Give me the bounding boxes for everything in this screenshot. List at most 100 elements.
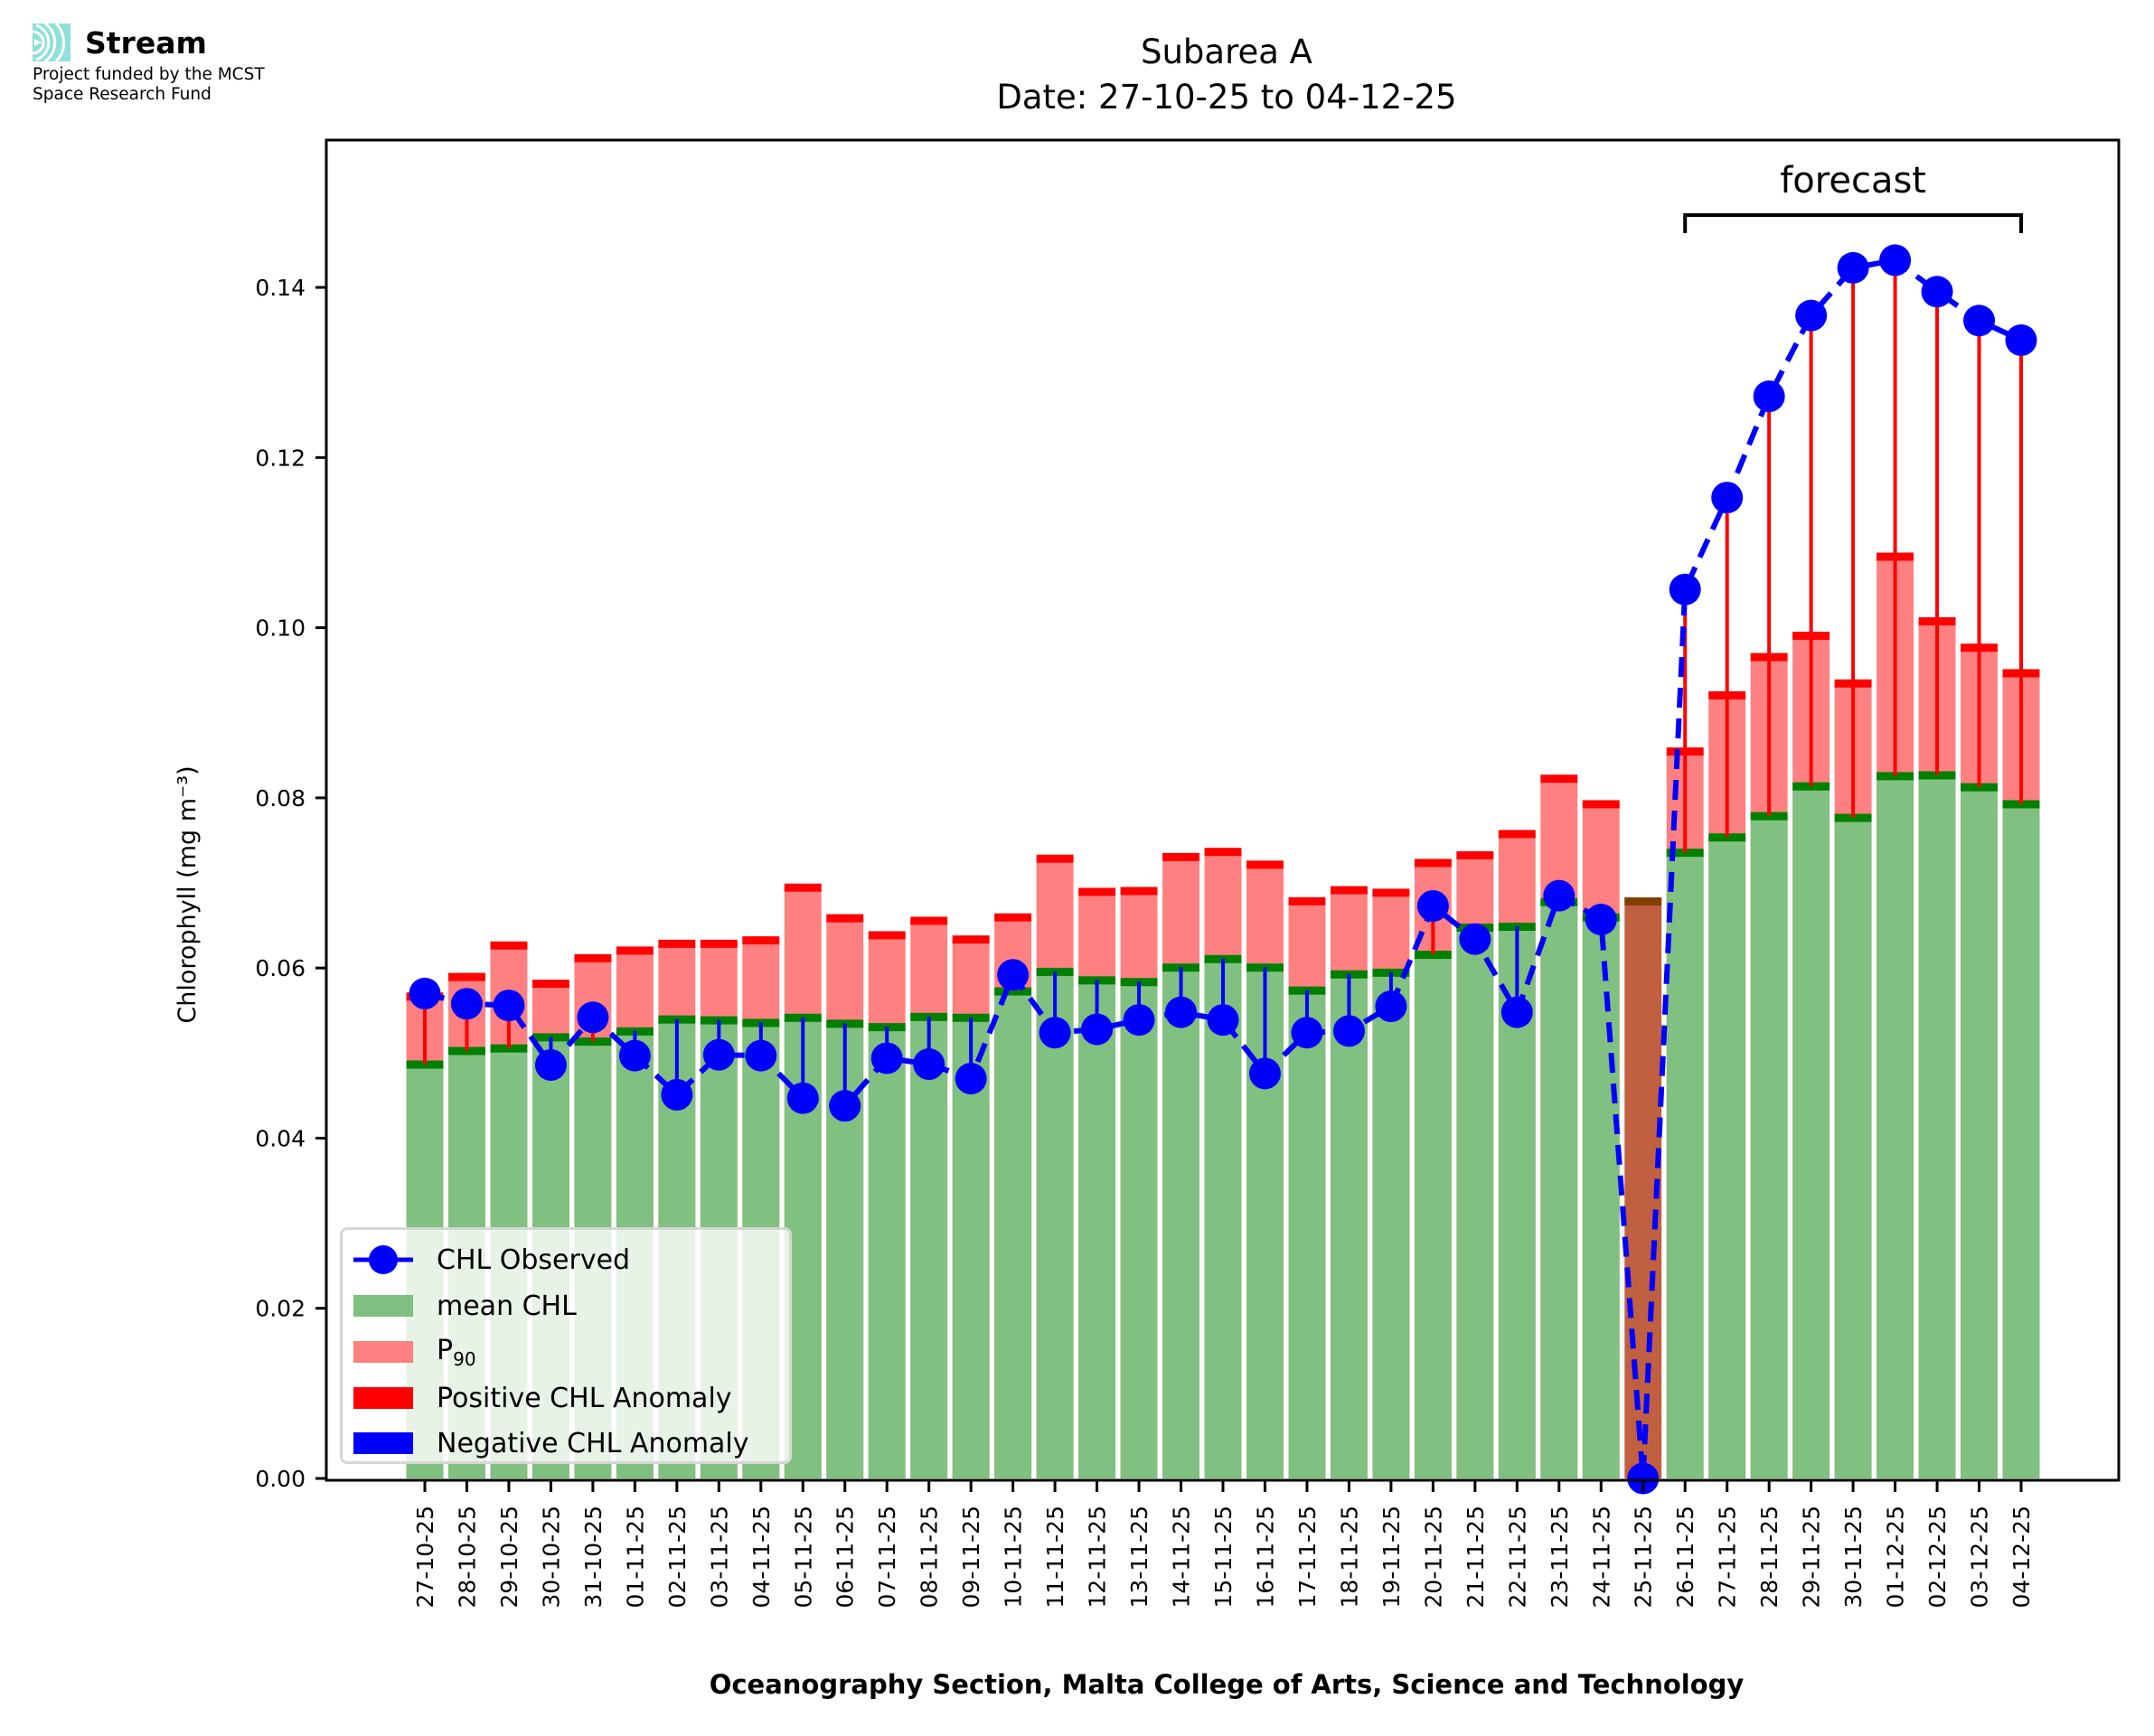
p90-bar-edge <box>531 980 569 989</box>
stream-logo: Stream Project funded by the MCST Space … <box>33 20 331 105</box>
x-tick-label: 21-11-25 <box>1463 1506 1489 1608</box>
mean-bar <box>1204 958 1242 1478</box>
mean-bar <box>1750 815 1788 1478</box>
y-tick-label: 0.14 <box>255 275 306 301</box>
mean-bar-edge <box>1750 812 1788 821</box>
p90-bar-edge <box>1372 888 1410 897</box>
observed-point <box>1669 573 1701 605</box>
observed-point <box>493 990 525 1022</box>
p90-bar-edge <box>700 939 738 948</box>
mean-bar-edge <box>1918 771 1956 780</box>
x-tick-label: 23-11-25 <box>1547 1506 1573 1608</box>
observed-point <box>534 1048 567 1081</box>
observed-point <box>1921 276 1953 308</box>
stream-wave-icon <box>33 22 80 63</box>
mean-bar <box>1162 967 1199 1478</box>
mean-bar <box>868 1027 906 1478</box>
mean-bar <box>2002 803 2040 1478</box>
x-tick-label: 08-11-25 <box>917 1506 943 1608</box>
observed-point <box>1795 299 1828 332</box>
observed-point <box>1375 990 1407 1023</box>
p90-bar-edge <box>1414 859 1452 868</box>
mean-bar-edge <box>406 1060 444 1069</box>
observed-point <box>1711 482 1744 514</box>
x-tick-label: 27-11-25 <box>1715 1506 1741 1608</box>
x-tick-label: 30-10-25 <box>538 1506 564 1608</box>
p90-bar-edge <box>868 931 906 940</box>
x-tick-label: 25-11-25 <box>1631 1506 1657 1608</box>
p90-bar-edge <box>658 939 696 948</box>
mean-bar <box>994 990 1032 1478</box>
observed-point <box>618 1039 651 1072</box>
p90-bar-edge <box>742 936 780 945</box>
observed-point <box>955 1063 987 1095</box>
y-tick-label: 0.10 <box>255 615 306 642</box>
observed-point <box>1500 996 1533 1028</box>
funding-line-1: Project funded by the MCST <box>33 65 265 84</box>
observed-point <box>1416 889 1449 922</box>
logo-name: Stream <box>85 24 207 61</box>
mean-bar <box>1582 916 1620 1478</box>
mean-bar <box>1540 901 1578 1478</box>
observed-point <box>1753 380 1785 413</box>
y-tick-label: 0.12 <box>255 445 306 471</box>
forecast-bracket <box>1683 213 2023 234</box>
x-tick-label: 22-11-25 <box>1504 1506 1530 1608</box>
mean-bar <box>1036 971 1074 1478</box>
x-tick-label: 26-11-25 <box>1672 1506 1698 1608</box>
legend: CHL Observed mean CHL P90 Positive CHL A… <box>340 1227 792 1464</box>
x-tick-label: 03-11-25 <box>706 1506 732 1608</box>
p90-bar-edge <box>1582 800 1620 809</box>
legend-item-observed: CHL Observed <box>353 1239 630 1281</box>
legend-item-mean: mean CHL <box>353 1285 577 1327</box>
y-tick-label: 0.04 <box>255 1125 306 1151</box>
mean-bar <box>1918 774 1956 1478</box>
p90-bar-edge <box>826 914 864 923</box>
observed-point <box>1081 1013 1114 1046</box>
observed-point <box>913 1048 945 1081</box>
x-tick-label: 01-12-25 <box>1883 1506 1909 1608</box>
observed-point <box>1543 879 1576 912</box>
mean-bar-edge <box>490 1044 528 1053</box>
x-tick-label: 17-11-25 <box>1294 1506 1321 1608</box>
p90-main: P <box>437 1334 454 1366</box>
observed-point <box>1165 996 1198 1028</box>
x-tick-label: 19-11-25 <box>1378 1506 1405 1608</box>
legend-label-observed: CHL Observed <box>437 1243 631 1276</box>
p90-bar-edge <box>448 972 485 981</box>
observed-point <box>1291 1017 1323 1049</box>
funding-line-2: Space Research Fund <box>33 85 212 104</box>
legend-label-p90: P90 <box>437 1335 476 1370</box>
legend-item-negative: Negative CHL Anomaly <box>353 1422 749 1464</box>
observed-point <box>450 988 483 1020</box>
p90-bar-edge <box>490 941 528 950</box>
p90-bar-edge <box>1120 887 1158 896</box>
mean-bar-edge <box>2002 800 2040 809</box>
observed-point <box>1459 923 1491 955</box>
y-axis: 0.00 0.02 0.04 0.06 0.08 0.10 0.12 0.14 <box>255 275 326 1492</box>
p90-bar-edge <box>910 916 948 925</box>
observed-point <box>2005 324 2037 356</box>
y-tick-label: 0.02 <box>255 1296 306 1322</box>
x-tick-label: 31-10-25 <box>580 1506 607 1608</box>
observed-line-layer <box>409 244 2037 1495</box>
observed-point <box>1963 305 1996 337</box>
mean-bar <box>1961 786 1998 1478</box>
observed-line <box>424 257 2023 1479</box>
x-tick-label: 16-11-25 <box>1252 1506 1278 1608</box>
x-axis: 27-10-25 28-10-25 29-10-25 30-10-25 31-10-25… <box>412 1480 2035 1608</box>
x-tick-label: 28-10-25 <box>454 1506 480 1608</box>
p90-bar-edge <box>616 946 654 955</box>
mean-bar <box>1414 954 1452 1478</box>
observed-point <box>870 1042 903 1074</box>
forecast-label: forecast <box>1780 160 1926 202</box>
p90-bar-edge <box>784 883 822 892</box>
mean-bar <box>1288 990 1326 1478</box>
p90-bar-edge <box>1540 774 1578 784</box>
observed-point <box>829 1090 861 1122</box>
p90-bar-edge <box>1246 860 1284 869</box>
p90-sub: 90 <box>453 1347 476 1370</box>
legend-label-positive: Positive CHL Anomaly <box>437 1382 732 1414</box>
mean-bar-edge <box>448 1046 485 1056</box>
